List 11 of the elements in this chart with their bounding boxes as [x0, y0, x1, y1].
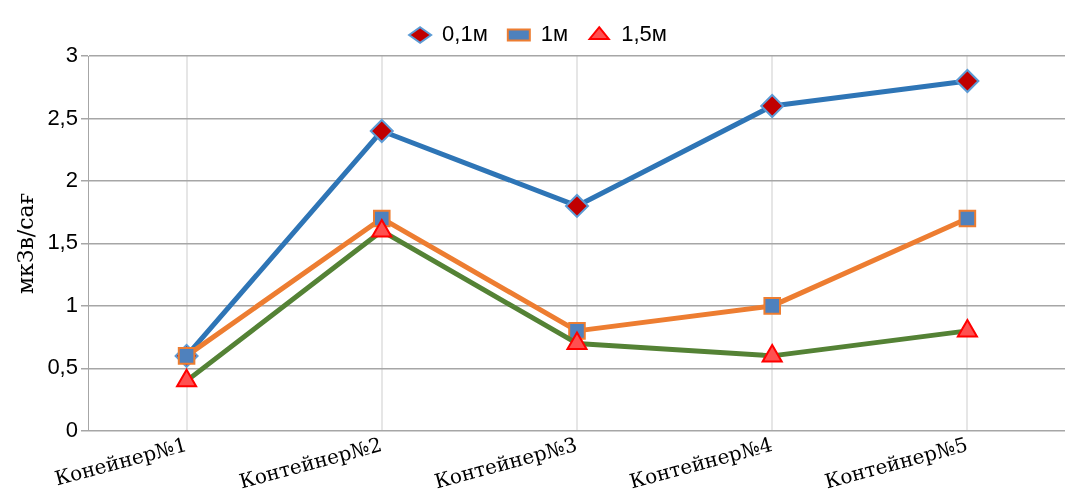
y-tick-label: 3: [65, 42, 78, 68]
y-tick-label: 2,5: [47, 104, 78, 130]
y-axis-title: мкЗв/сағ: [12, 192, 38, 295]
y-tick-label: 0: [65, 416, 78, 442]
y-tick-label: 1,5: [47, 229, 78, 255]
legend-label: 1м: [540, 21, 569, 47]
y-tick-label: 1: [65, 291, 78, 317]
y-tick-label: 0,5: [47, 354, 78, 380]
y-tick-label: 2: [65, 167, 78, 193]
legend-label: 0,1м: [442, 21, 488, 47]
legend-label: 1,5м: [621, 21, 667, 47]
